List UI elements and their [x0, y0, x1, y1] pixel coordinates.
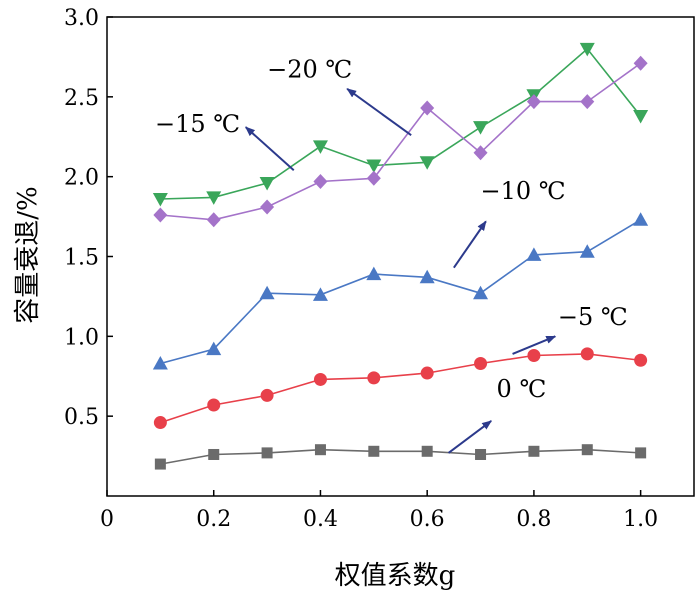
data-point	[314, 444, 326, 456]
data-point	[633, 109, 649, 124]
y-tick-label: 1.0	[64, 325, 99, 350]
data-point	[579, 42, 595, 57]
data-point	[313, 173, 328, 189]
data-point	[259, 285, 275, 300]
series-line	[160, 62, 642, 221]
data-point	[153, 207, 168, 223]
series-1	[153, 347, 648, 430]
series-2	[152, 212, 649, 370]
series-line	[160, 353, 641, 424]
data-point	[367, 371, 381, 385]
data-point	[152, 355, 168, 370]
data-point	[474, 356, 488, 370]
series-line	[160, 448, 641, 465]
data-point	[473, 121, 489, 135]
series-label: 0 ℃	[497, 375, 547, 403]
x-tick-label: 0.2	[196, 507, 231, 532]
series-label: −15 ℃	[155, 110, 240, 138]
data-point	[526, 94, 541, 110]
y-tick-label: 1.5	[64, 246, 99, 271]
data-point	[526, 247, 542, 261]
data-point	[206, 212, 221, 228]
data-point	[581, 444, 593, 456]
y-axis-title: 容量衰退/%	[13, 186, 43, 323]
series-label: −10 ℃	[481, 177, 566, 205]
data-point	[261, 447, 273, 459]
data-point	[260, 199, 275, 215]
series-label: −20 ℃	[267, 56, 352, 84]
x-tick-label: 0.8	[516, 507, 551, 532]
data-point	[421, 445, 433, 457]
data-point	[580, 94, 595, 110]
axis-layer: 0 0.2 0.4 0.6 0.8 1.0 0.5 1.0 1.5 2.0 2.5 3.0	[64, 6, 695, 532]
series-line	[160, 219, 642, 365]
data-point	[312, 287, 328, 301]
series-line	[160, 47, 642, 200]
series-0	[154, 444, 647, 470]
x-tick-label: 1.0	[623, 507, 658, 532]
annotation-arrow	[512, 335, 557, 355]
data-point	[527, 348, 541, 362]
data-point	[473, 145, 488, 161]
data-point	[419, 269, 435, 284]
data-point	[312, 140, 328, 154]
series-label: −5 ℃	[558, 303, 628, 331]
data-point	[475, 448, 487, 460]
annotation-layer: 0 ℃ −5 ℃ −10 ℃ −15 ℃ −20 ℃	[155, 56, 628, 454]
series-layer	[152, 42, 649, 470]
data-point	[635, 447, 647, 459]
series-4	[153, 55, 648, 228]
annotation-arrow	[346, 88, 412, 136]
annotation-arrow	[447, 420, 493, 454]
data-point	[366, 159, 382, 173]
data-point	[154, 458, 166, 470]
annotation-arrow	[245, 126, 295, 172]
data-point	[579, 244, 595, 258]
data-point	[152, 193, 168, 207]
data-point	[633, 55, 648, 71]
data-point	[420, 100, 435, 116]
data-point	[207, 398, 221, 412]
data-point	[153, 416, 167, 430]
data-point	[420, 366, 434, 380]
data-point	[528, 445, 540, 457]
data-point	[634, 353, 648, 367]
data-point	[419, 156, 435, 170]
y-tick-label: 2.0	[64, 166, 99, 191]
data-point	[206, 191, 222, 205]
data-point	[633, 212, 649, 226]
data-point	[473, 285, 489, 300]
x-axis-title: 权值系数g	[335, 561, 456, 591]
y-tick-label: 0.5	[64, 405, 99, 430]
data-point	[259, 177, 275, 191]
x-tick-label: 0	[100, 507, 114, 532]
y-tick-label: 2.5	[64, 86, 99, 111]
data-point	[313, 372, 327, 386]
x-tick-label: 0.6	[410, 507, 445, 532]
data-point	[260, 388, 274, 402]
data-point	[206, 341, 222, 356]
y-tick-label: 3.0	[64, 6, 99, 31]
data-point	[368, 445, 380, 457]
data-point	[366, 170, 381, 186]
data-point	[366, 266, 382, 281]
data-point	[208, 448, 220, 460]
series-3	[152, 42, 649, 207]
x-tick-label: 0.4	[303, 507, 338, 532]
data-point	[580, 347, 594, 361]
annotation-arrow	[453, 220, 487, 269]
